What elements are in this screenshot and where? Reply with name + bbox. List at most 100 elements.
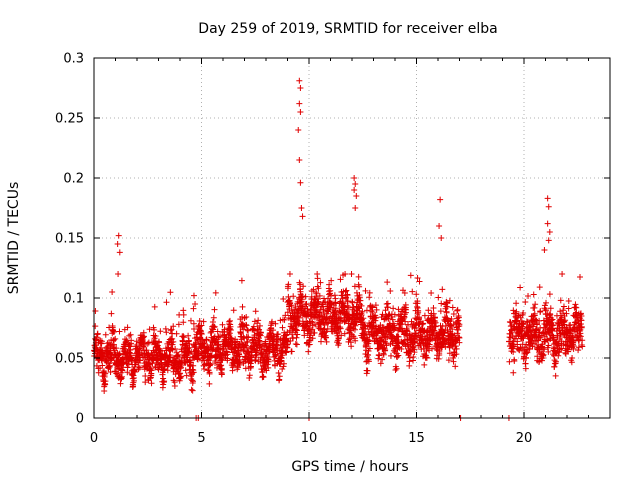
data-point: [537, 308, 544, 315]
data-point: [344, 292, 351, 299]
data-point: [172, 346, 179, 353]
data-point: [348, 343, 355, 350]
data-point: [298, 205, 305, 211]
data-point: [575, 347, 582, 354]
data-point: [517, 345, 524, 352]
data-point: [272, 351, 279, 358]
data-point: [389, 316, 396, 323]
data-point: [542, 299, 549, 306]
data-point: [341, 319, 348, 326]
data-point: [164, 367, 171, 374]
data-point: [187, 317, 194, 324]
data-point: [563, 310, 570, 317]
data-point: [522, 299, 529, 306]
data-point: [379, 356, 386, 363]
data-point: [239, 303, 246, 310]
data-point: [281, 316, 288, 323]
data-point: [578, 323, 585, 330]
data-point: [344, 298, 351, 305]
data-point: [242, 342, 249, 349]
data-point: [423, 354, 430, 361]
data-point: [455, 334, 462, 341]
data-point: [393, 365, 400, 372]
data-point: [395, 333, 402, 340]
data-point: [454, 307, 461, 314]
data-point: [162, 325, 169, 332]
data-point: [562, 317, 569, 324]
data-point: [523, 355, 530, 362]
data-point: [297, 85, 304, 91]
y-tick-label: 0.3: [63, 52, 84, 67]
data-point: [305, 348, 312, 355]
data-point: [358, 316, 365, 323]
data-point: [556, 346, 563, 353]
data-point: [152, 338, 159, 345]
data-point: [536, 358, 543, 365]
data-point: [411, 339, 418, 346]
data-point: [345, 313, 352, 320]
data-point: [110, 341, 117, 348]
data-point: [190, 292, 197, 299]
data-point: [557, 297, 564, 304]
data-point: [332, 305, 339, 312]
data-point: [236, 359, 243, 366]
data-point: [509, 342, 516, 349]
data-point: [194, 355, 201, 362]
data-point: [323, 328, 330, 335]
data-point: [572, 304, 579, 311]
data-point: [439, 286, 446, 293]
data-point: [113, 345, 120, 352]
data-point: [352, 181, 359, 187]
data-point: [284, 309, 291, 316]
data-point: [265, 343, 272, 350]
data-point: [407, 272, 414, 279]
data-point: [323, 338, 330, 345]
data-point: [218, 356, 225, 363]
data-point: [369, 303, 376, 310]
data-point: [299, 293, 306, 300]
data-point: [366, 337, 373, 344]
data-point: [280, 295, 287, 302]
data-point: [244, 326, 251, 333]
data-point: [365, 358, 372, 365]
data-point: [99, 362, 106, 369]
data-point: [198, 331, 205, 338]
data-point: [166, 357, 173, 364]
data-point: [107, 369, 114, 376]
data-point: [413, 291, 420, 298]
data-point: [452, 363, 459, 370]
data-point: [167, 289, 174, 296]
data-point: [511, 357, 518, 364]
data-point: [384, 304, 391, 311]
data-point: [565, 298, 572, 305]
y-tick-label: 0.2: [63, 172, 84, 187]
data-point: [552, 372, 559, 379]
data-point: [332, 311, 339, 318]
data-point: [541, 346, 548, 353]
data-point: [547, 305, 554, 312]
data-point: [404, 328, 411, 335]
data-point: [430, 304, 437, 311]
data-point: [102, 331, 109, 338]
data-point: [112, 335, 119, 342]
data-point: [348, 271, 355, 277]
data-point: [182, 367, 189, 374]
data-point: [212, 289, 219, 296]
data-point: [187, 359, 194, 366]
data-point: [226, 320, 233, 327]
data-point: [432, 314, 439, 321]
data-point: [570, 342, 577, 349]
data-point: [227, 326, 234, 333]
data-point: [509, 329, 516, 336]
data-point: [327, 287, 334, 294]
data-point: [543, 336, 550, 343]
data-point: [351, 187, 358, 193]
data-point: [356, 294, 363, 301]
data-point: [127, 346, 134, 353]
data-point: [170, 354, 177, 361]
data-point: [115, 271, 122, 277]
data-point: [130, 375, 137, 382]
data-point: [560, 310, 567, 317]
data-point: [353, 193, 360, 199]
